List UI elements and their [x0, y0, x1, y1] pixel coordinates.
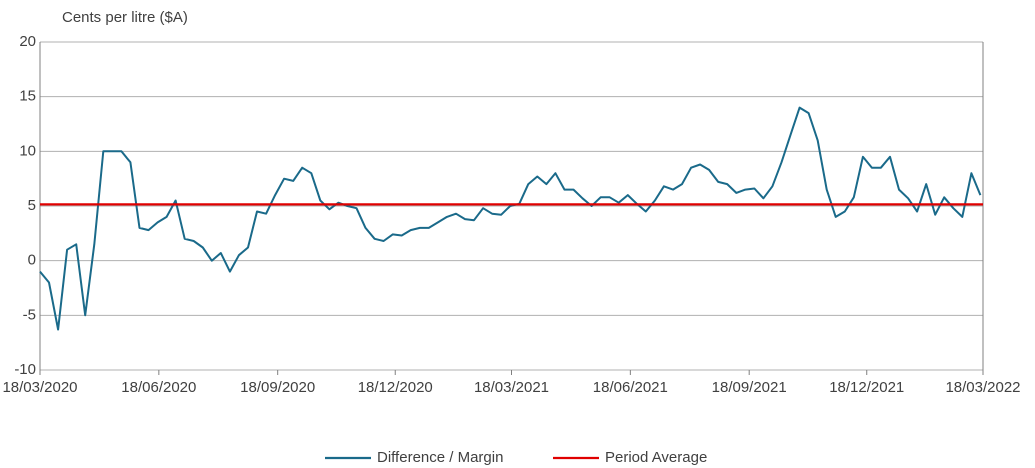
- series-line: [39, 106, 982, 331]
- y-tick-label: 10: [19, 142, 36, 159]
- x-tick-label: 18/06/2020: [121, 379, 196, 396]
- legend-label: Difference / Margin: [377, 449, 503, 466]
- y-tick-label: 20: [19, 33, 36, 50]
- x-tick-label: 18/06/2021: [593, 379, 668, 396]
- x-tick-label: 18/03/2022: [945, 379, 1020, 396]
- y-tick-label: 0: [28, 252, 36, 269]
- x-tick-label: 18/03/2020: [2, 379, 77, 396]
- y-tick-label: -10: [14, 361, 36, 378]
- x-tick-label: 18/03/2021: [474, 379, 549, 396]
- x-tick-label: 18/09/2021: [712, 379, 787, 396]
- x-tick-label: 18/09/2020: [240, 379, 315, 396]
- y-tick-label: -5: [23, 306, 36, 323]
- y-axis-label: Cents per litre ($A): [62, 9, 188, 26]
- x-tick-label: 18/12/2020: [358, 379, 433, 396]
- x-tick-label: 18/12/2021: [829, 379, 904, 396]
- y-tick-label: 15: [19, 88, 36, 105]
- legend-label: Period Average: [605, 449, 707, 466]
- y-tick-label: 5: [28, 197, 36, 214]
